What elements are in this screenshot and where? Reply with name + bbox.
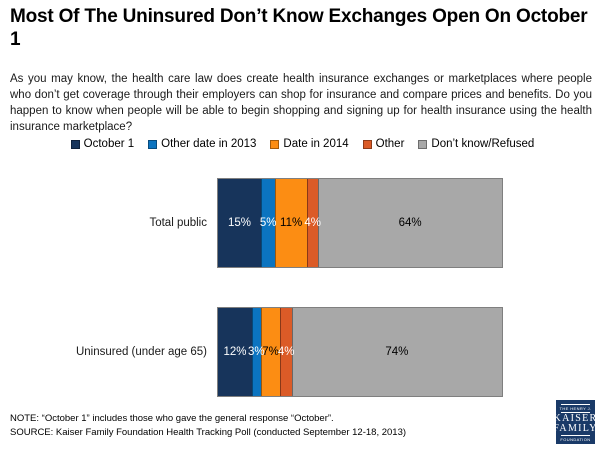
stacked-bar-uninsured: 12% 3% 7% 4% 74% bbox=[217, 307, 503, 397]
bar-value-label: 4% bbox=[277, 346, 295, 358]
category-label-total-public: Total public bbox=[149, 217, 207, 229]
legend-key-swatch bbox=[270, 139, 280, 149]
kaiser-family-foundation-logo: THE HENRY J. KAISER FAMILY FOUNDATION bbox=[553, 400, 598, 444]
legend-label: Other bbox=[375, 138, 405, 150]
bar-segment: 12% bbox=[218, 308, 253, 396]
survey-question-text: As you may know, the health care law doe… bbox=[10, 73, 592, 133]
legend-item: Date in 2014 bbox=[270, 138, 349, 150]
footnotes: NOTE: “October 1” includes those who gav… bbox=[10, 412, 550, 439]
logo-name-line2: FAMILY bbox=[553, 422, 598, 434]
bar-segment: 5% bbox=[259, 179, 277, 267]
category-label-uninsured: Uninsured (under age 65) bbox=[75, 346, 207, 358]
source-text: SOURCE: Kaiser Family Foundation Health … bbox=[10, 426, 407, 438]
bar-value-label: 12% bbox=[223, 346, 247, 358]
bar-segment: 11% bbox=[275, 179, 307, 267]
bar-segment: 64% bbox=[318, 179, 502, 267]
legend-key-swatch bbox=[70, 139, 80, 149]
bar-segment: 15% bbox=[218, 179, 262, 267]
bar-value-label: 15% bbox=[227, 217, 252, 229]
bar-value-label: 64% bbox=[398, 217, 422, 229]
legend-item: Other date in 2013 bbox=[148, 138, 256, 150]
legend-key-swatch bbox=[418, 139, 428, 149]
stacked-bar-total-public: 15% 5% 11% 4% 64% bbox=[217, 178, 503, 268]
bar-segment: 4% bbox=[278, 308, 294, 396]
legend: October 1 Other date in 2013 Date in 2014 O… bbox=[20, 138, 585, 150]
legend-item: Don’t know/Refused bbox=[418, 138, 534, 150]
logo-name-line1: KAISER bbox=[553, 412, 598, 424]
logo-top-line: THE HENRY J. bbox=[559, 405, 592, 411]
bar-segment: 4% bbox=[304, 179, 321, 267]
bar-value-label: 3% bbox=[248, 346, 265, 358]
logo-divider bbox=[561, 403, 590, 405]
legend-label: Other date in 2013 bbox=[161, 138, 257, 150]
bar-value-label: 5% bbox=[259, 217, 277, 229]
legend-item: October 1 bbox=[70, 138, 135, 150]
legend-key-swatch bbox=[148, 139, 158, 149]
bar-value-label: 7% bbox=[262, 346, 279, 358]
legend-item: Other bbox=[362, 138, 405, 150]
bar-value-label: 74% bbox=[385, 346, 409, 358]
legend-label: October 1 bbox=[83, 138, 135, 150]
legend-key-swatch bbox=[362, 139, 372, 149]
note-text: NOTE: “October 1” includes those who gav… bbox=[10, 413, 334, 424]
bar-segment: 74% bbox=[291, 308, 502, 396]
legend-label: Don’t know/Refused bbox=[431, 138, 535, 150]
bar-value-label: 4% bbox=[304, 217, 321, 229]
logo-bottom-line: FOUNDATION bbox=[560, 436, 591, 442]
bar-segment: 7% bbox=[260, 308, 281, 396]
legend-label: Date in 2014 bbox=[283, 138, 349, 150]
logo-divider bbox=[561, 434, 590, 436]
logo-divider bbox=[561, 411, 590, 413]
bar-segment: 3% bbox=[248, 308, 265, 396]
chart-title: Most Of The Uninsured Don’t Know Exchang… bbox=[10, 6, 588, 50]
bar-value-label: 11% bbox=[280, 217, 303, 229]
